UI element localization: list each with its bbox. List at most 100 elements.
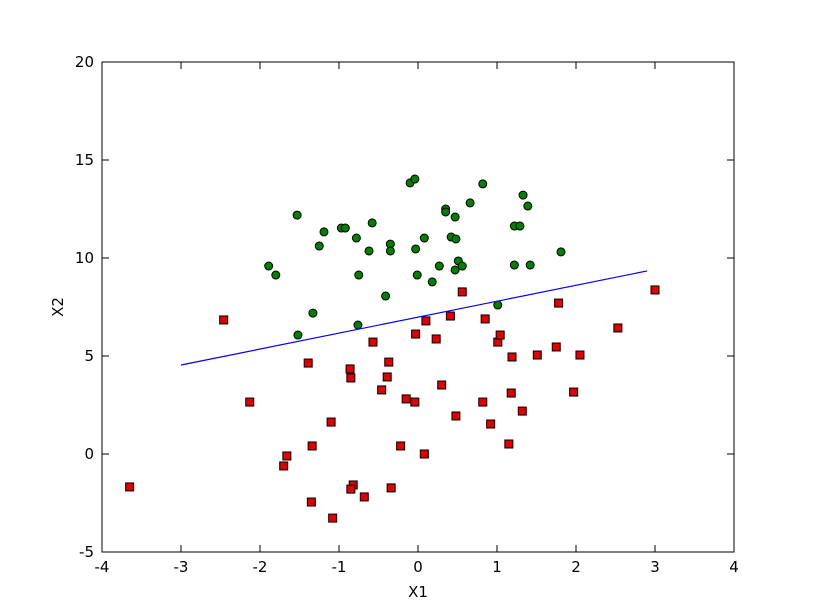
x-tick-label: 1 [492, 558, 502, 576]
x-axis-label: X1 [408, 583, 428, 601]
point [419, 233, 429, 243]
point [411, 244, 421, 254]
point [457, 261, 467, 271]
point [451, 411, 461, 421]
y-tick-label: -5 [79, 543, 94, 561]
point [401, 394, 411, 404]
point [465, 198, 475, 208]
point [445, 311, 455, 321]
point [359, 492, 369, 502]
point [450, 265, 460, 275]
point [353, 320, 363, 330]
point [354, 270, 364, 280]
point [306, 497, 316, 507]
point [650, 285, 660, 295]
x-tick-label: 3 [650, 558, 660, 576]
point [480, 314, 490, 324]
point [364, 246, 374, 256]
point [412, 270, 422, 280]
point [396, 441, 406, 451]
point [427, 277, 437, 287]
point [382, 372, 392, 382]
point [504, 439, 514, 449]
point [410, 397, 420, 407]
point [314, 241, 324, 251]
point [279, 461, 289, 471]
point [451, 234, 461, 244]
point [264, 261, 274, 271]
point [554, 298, 564, 308]
point [457, 287, 467, 297]
point [551, 342, 561, 352]
point [450, 212, 460, 222]
point [556, 247, 566, 257]
point [478, 397, 488, 407]
point [515, 221, 525, 231]
line [180, 270, 648, 366]
point [575, 350, 585, 360]
point [219, 315, 229, 325]
point [345, 364, 355, 374]
point [411, 329, 421, 339]
point [381, 291, 391, 301]
point [367, 218, 377, 228]
point [506, 388, 516, 398]
point [292, 210, 302, 220]
point [525, 260, 535, 270]
point [245, 397, 255, 407]
point [569, 387, 579, 397]
point [495, 330, 505, 340]
x-tick-label: 0 [413, 558, 423, 576]
point [517, 406, 527, 416]
point [307, 441, 317, 451]
point [303, 358, 313, 368]
point [613, 323, 623, 333]
point [441, 207, 451, 217]
point [346, 484, 356, 494]
point [328, 513, 338, 523]
point [293, 330, 303, 340]
point [419, 449, 429, 459]
y-tick-label: 5 [84, 347, 94, 365]
point [509, 260, 519, 270]
point [271, 270, 281, 280]
point [340, 223, 350, 233]
point [308, 308, 318, 318]
x-tick-label: -1 [332, 558, 347, 576]
x-tick-label: -3 [174, 558, 189, 576]
point [386, 483, 396, 493]
point [431, 334, 441, 344]
point [437, 380, 447, 390]
point [351, 233, 361, 243]
y-axis-label: X2 [49, 297, 67, 317]
point [486, 419, 496, 429]
point [377, 385, 387, 395]
point [282, 451, 292, 461]
point [478, 179, 488, 189]
y-tick-label: 0 [84, 445, 94, 463]
point [384, 357, 394, 367]
plot-frame [101, 61, 735, 553]
y-tick-label: 10 [75, 249, 94, 267]
point [518, 190, 528, 200]
x-tick-label: -2 [253, 558, 268, 576]
point [523, 201, 533, 211]
point [125, 482, 135, 492]
x-tick-label: 2 [571, 558, 581, 576]
x-tick-label: 4 [729, 558, 739, 576]
point [421, 316, 431, 326]
point [319, 227, 329, 237]
y-tick-label: 20 [75, 53, 94, 71]
point [368, 337, 378, 347]
point [507, 352, 517, 362]
point [532, 350, 542, 360]
x-tick-label: -4 [95, 558, 110, 576]
point [385, 246, 395, 256]
y-tick-label: 15 [75, 151, 94, 169]
point [346, 373, 356, 383]
point [434, 261, 444, 271]
point [410, 174, 420, 184]
